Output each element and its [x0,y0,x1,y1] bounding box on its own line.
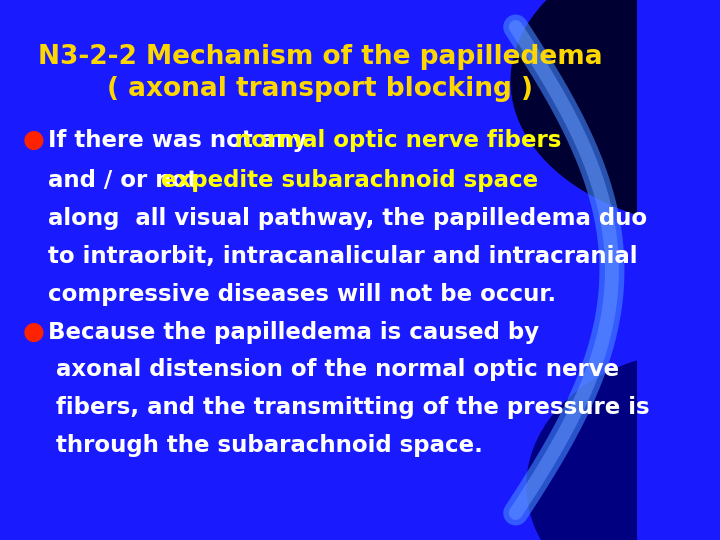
Text: to intraorbit, intracanalicular and intracranial: to intraorbit, intracanalicular and intr… [48,245,637,268]
Text: ( axonal transport blocking ): ( axonal transport blocking ) [107,76,534,102]
Text: compressive diseases will not be occur.: compressive diseases will not be occur. [48,283,556,306]
Text: Because the papilledema is caused by: Because the papilledema is caused by [48,321,539,343]
Text: ●: ● [22,129,44,152]
Text: through the subarachnoid space.: through the subarachnoid space. [48,434,482,457]
Text: fibers, and the transmitting of the pressure is: fibers, and the transmitting of the pres… [48,396,649,419]
Text: axonal distension of the normal optic nerve: axonal distension of the normal optic ne… [48,359,618,381]
Text: normal optic nerve fibers: normal optic nerve fibers [235,129,561,152]
Text: and / or not: and / or not [48,170,206,192]
Text: If there was not any: If there was not any [48,129,315,152]
Text: ●: ● [22,320,44,344]
Text: along  all visual pathway, the papilledema duo: along all visual pathway, the papilledem… [48,207,647,230]
Text: expedite subarachnoid space: expedite subarachnoid space [161,170,538,192]
Text: N3-2-2 Mechanism of the papilledema: N3-2-2 Mechanism of the papilledema [38,44,603,70]
Ellipse shape [510,0,720,230]
Ellipse shape [526,351,720,540]
